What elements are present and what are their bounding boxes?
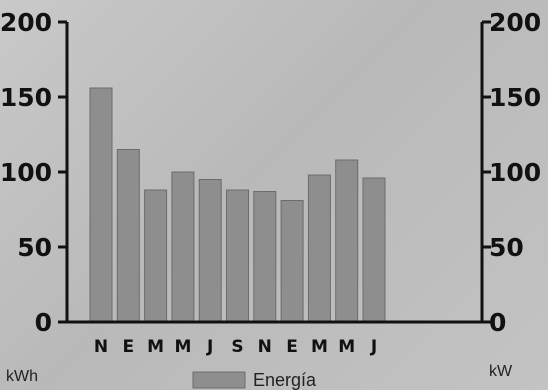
bar xyxy=(335,159,359,323)
x-tick-label: M xyxy=(338,337,355,357)
bar xyxy=(307,174,331,323)
x-tick-label: M xyxy=(174,337,191,357)
left-tick-label: 50 xyxy=(17,233,52,262)
x-tick-label: J xyxy=(206,337,213,357)
bar xyxy=(144,189,168,323)
bar xyxy=(89,87,113,323)
bar xyxy=(362,177,386,323)
x-tick-label: N xyxy=(258,337,272,357)
right-axis-unit: kW xyxy=(489,363,513,380)
right-tick-label: 0 xyxy=(489,308,506,337)
left-tick-label: 200 xyxy=(0,8,52,37)
x-tick-label: E xyxy=(122,337,134,357)
right-tick-label: 200 xyxy=(489,8,541,37)
x-tick-label: E xyxy=(286,337,298,357)
left-tick-label: 150 xyxy=(0,83,52,112)
right-tick-label: 100 xyxy=(489,158,541,187)
x-tick-label: N xyxy=(94,337,108,357)
left-tick-label: 0 xyxy=(35,308,52,337)
left-axis-unit: kWh xyxy=(6,368,38,385)
bar xyxy=(253,191,277,323)
bar xyxy=(280,200,304,323)
x-tick-label: J xyxy=(370,337,377,357)
bar xyxy=(171,171,195,323)
legend-label: Energía xyxy=(253,370,317,390)
x-tick-label: S xyxy=(231,337,243,357)
right-tick-label: 150 xyxy=(489,83,541,112)
bar xyxy=(198,179,222,323)
right-tick-label: 50 xyxy=(489,233,524,262)
bar xyxy=(116,149,140,323)
legend-swatch xyxy=(192,371,246,389)
x-tick-label: M xyxy=(311,337,328,357)
x-tick-label: M xyxy=(147,337,164,357)
bar xyxy=(226,189,249,323)
left-tick-label: 100 xyxy=(0,158,52,187)
